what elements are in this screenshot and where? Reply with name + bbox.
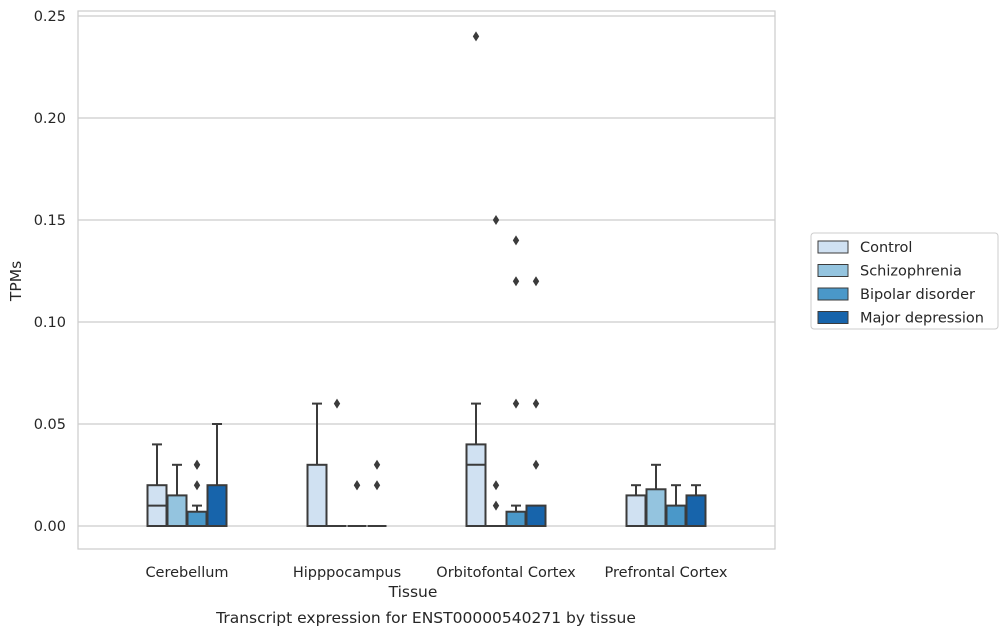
box-0-2 xyxy=(465,31,487,527)
y-tick-label: 0.00 xyxy=(34,519,66,535)
legend-swatch xyxy=(817,287,849,301)
outlier-point xyxy=(472,31,480,42)
legend-frame xyxy=(810,232,999,330)
box-3-2 xyxy=(525,276,547,528)
legend-label: Control xyxy=(860,240,912,256)
outlier-point xyxy=(512,398,520,409)
box-body xyxy=(525,504,547,528)
box-body xyxy=(625,494,647,527)
box-body xyxy=(206,484,228,528)
box-2-2 xyxy=(505,235,527,528)
box-0-0 xyxy=(146,443,168,528)
outlier-point xyxy=(532,398,540,409)
y-tick-label: 0.20 xyxy=(34,111,66,127)
x-tick-label: Hipppocampus xyxy=(293,565,401,581)
outlier-point xyxy=(512,276,520,287)
box-body xyxy=(166,494,188,527)
box-3-3 xyxy=(685,484,707,527)
box-2-1 xyxy=(347,480,367,527)
box-1-1 xyxy=(327,398,347,527)
legend-label: Schizophrenia xyxy=(860,264,962,280)
y-tick-label: 0.15 xyxy=(34,213,66,229)
box-0-3 xyxy=(625,484,647,527)
legend-label: Major depression xyxy=(860,311,984,327)
outlier-point xyxy=(373,480,381,491)
box-2-3 xyxy=(665,484,687,528)
legend-swatch xyxy=(817,264,849,277)
box-body xyxy=(645,488,667,527)
outlier-point xyxy=(492,480,500,491)
boxes xyxy=(146,31,707,528)
x-tick-labels: Cerebellum Hipppocampus Orbitofontal Corte… xyxy=(145,565,727,581)
plot-frame xyxy=(77,10,776,550)
outlier-point xyxy=(532,276,540,287)
box-3-1 xyxy=(367,459,387,527)
outlier-point xyxy=(193,459,201,470)
chart-caption: Transcript expression for ENST0000054027… xyxy=(215,609,636,627)
legend: Control Schizophrenia Bipolar disorder Majo… xyxy=(810,232,999,330)
legend-swatch xyxy=(817,240,849,254)
y-tick-label: 0.05 xyxy=(34,417,66,433)
x-tick-label: Prefrontal Cortex xyxy=(605,565,728,581)
box-1-3 xyxy=(645,463,667,527)
outlier-point xyxy=(353,480,361,491)
outlier-point xyxy=(193,480,201,491)
outlier-point xyxy=(532,459,540,470)
box-body xyxy=(665,504,687,528)
x-tick-label: Orbitofontal Cortex xyxy=(436,565,576,581)
box-body xyxy=(505,510,527,528)
box-body xyxy=(465,443,487,527)
legend-item: Control xyxy=(817,240,912,256)
legend-item: Major depression xyxy=(817,311,984,327)
box-1-2 xyxy=(486,215,506,527)
box-0-1 xyxy=(306,402,328,527)
outlier-point xyxy=(492,215,500,225)
y-tick-label: 0.25 xyxy=(34,9,66,25)
legend-item: Bipolar disorder xyxy=(817,287,975,303)
y-tick-labels: 0.00 0.05 0.10 0.15 0.20 0.25 xyxy=(34,9,66,535)
outlier-point xyxy=(333,398,341,409)
outlier-point xyxy=(373,459,381,470)
box-body xyxy=(306,463,328,527)
y-tick-label: 0.10 xyxy=(34,315,66,331)
box-2-0 xyxy=(186,459,208,528)
x-tick-label: Cerebellum xyxy=(145,565,228,581)
box-body xyxy=(685,494,707,527)
outlier-point xyxy=(512,235,520,246)
box-body xyxy=(186,510,208,528)
box-1-0 xyxy=(166,463,188,527)
legend-item: Schizophrenia xyxy=(817,264,962,280)
legend-label: Bipolar disorder xyxy=(860,287,975,303)
box-3-0 xyxy=(206,423,228,528)
gridlines xyxy=(78,15,775,527)
outlier-point xyxy=(492,500,500,511)
legend-swatch xyxy=(817,311,849,324)
legend-items: Control Schizophrenia Bipolar disorder Majo… xyxy=(817,240,984,327)
x-axis-title: Tissue xyxy=(388,583,438,601)
y-axis-title: TPMs xyxy=(7,261,25,302)
